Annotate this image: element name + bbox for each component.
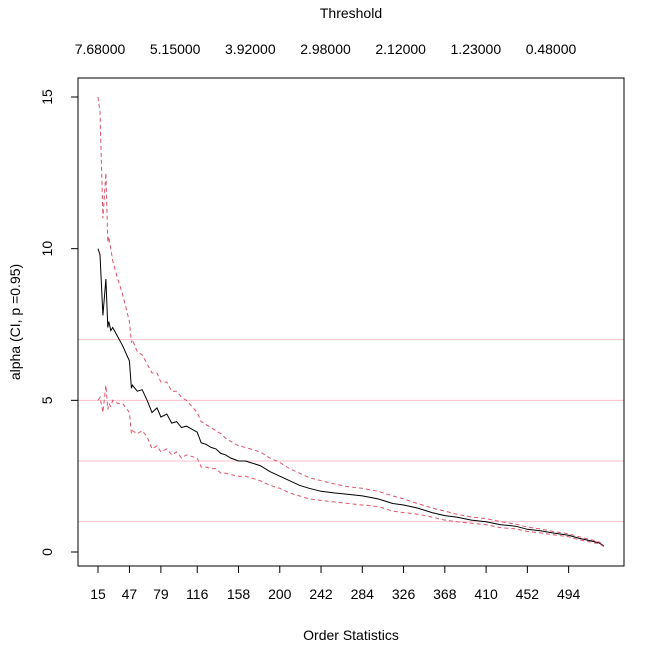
threshold-tick-label: 7.68000 [75,41,126,57]
estimate-line [97,248,605,547]
top-axis-title: Threshold [320,5,382,21]
threshold-tick-label: 3.92000 [225,41,276,57]
x-tick-label: 116 [186,586,209,602]
threshold-tick-label: 1.23000 [451,41,502,57]
ci-lower-line [97,385,605,547]
threshold-tick-label: 5.15000 [150,41,201,57]
x-tick-label: 368 [433,586,457,602]
plot-frame [77,77,625,567]
y-tick-label: 15 [39,89,55,105]
x-tick-label: 284 [351,586,375,602]
x-tick-label: 494 [557,586,581,602]
x-tick-label: 47 [122,586,138,602]
x-tick-label: 326 [392,586,416,602]
y-tick-label: 10 [39,241,55,257]
x-tick-label: 242 [309,586,333,602]
threshold-tick-label: 0.48000 [526,41,577,57]
threshold-tick-label: 2.12000 [375,41,426,57]
x-tick-label: 452 [516,586,540,602]
y-tick-label: 5 [39,396,55,404]
x-tick-label: 200 [268,586,292,602]
x-axis-label: Order Statistics [303,627,399,643]
x-tick-label: 410 [474,586,498,602]
x-tick-label: 158 [227,586,251,602]
x-tick-label: 15 [90,586,106,602]
threshold-tick-label: 2.98000 [300,41,351,57]
y-tick-label: 0 [39,548,55,556]
y-axis-label: alpha (CI, p =0.95) [7,264,23,380]
x-tick-label: 79 [153,586,169,602]
